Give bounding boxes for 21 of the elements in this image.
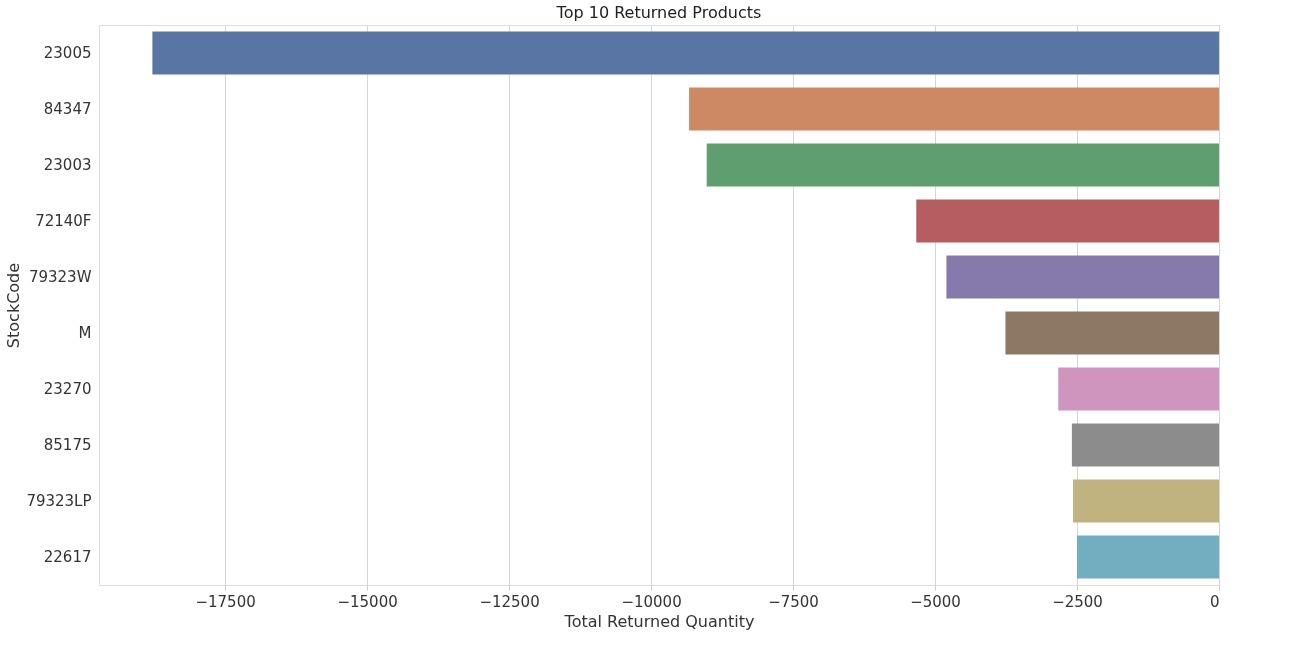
y-tick-label: 85175 — [43, 436, 92, 454]
y-tick-label: 23003 — [43, 156, 92, 174]
x-tick-label: −15000 — [337, 592, 398, 611]
y-tick-label: 72140F — [35, 212, 92, 230]
x-axis-title: Total Returned Quantity — [563, 611, 755, 631]
x-tick-label: −17500 — [195, 592, 256, 611]
y-tick-label: 84347 — [43, 100, 92, 118]
chart-title: Top 10 Returned Products — [555, 3, 762, 22]
y-tick-label: 23270 — [43, 380, 92, 398]
x-tick-label: −10000 — [621, 592, 682, 611]
y-tick-label: 79323W — [28, 268, 92, 286]
x-tick-label: −5000 — [910, 592, 961, 611]
x-tick-label: −12500 — [479, 592, 540, 611]
y-tick-label: 22617 — [43, 548, 92, 566]
y-tick-label: 23005 — [43, 44, 92, 62]
y-tick-label: 79323LP — [26, 492, 92, 510]
y-axis-title: StockCode — [4, 262, 24, 349]
x-tick-label: 0 — [1209, 592, 1220, 611]
x-tick-label: −2500 — [1052, 592, 1103, 611]
x-tick-label: −7500 — [768, 592, 819, 611]
y-tick-label: M — [78, 324, 92, 342]
